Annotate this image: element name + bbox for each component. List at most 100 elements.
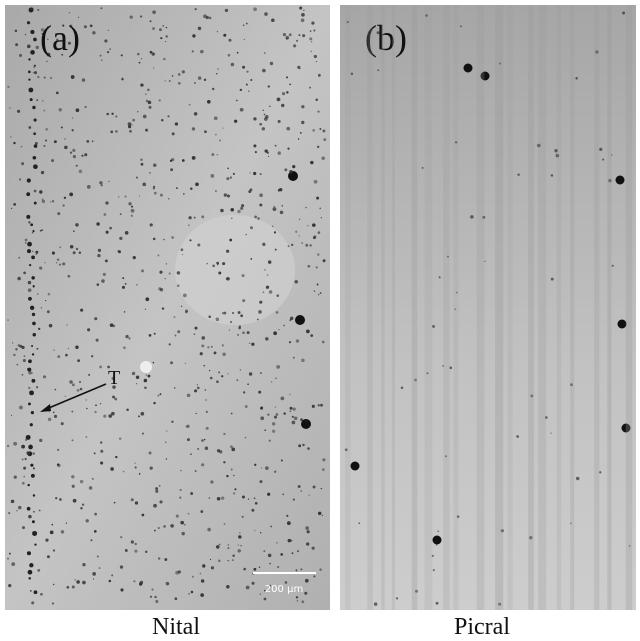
inclusion: [182, 293, 187, 298]
inclusion: [258, 390, 262, 394]
inclusion: [105, 201, 109, 205]
inclusion: [230, 208, 234, 212]
inclusion: [44, 139, 48, 142]
inclusion: [313, 290, 316, 292]
inclusion: [89, 24, 93, 28]
inclusion: [190, 453, 192, 456]
inclusion: [7, 319, 9, 321]
inclusion: [96, 555, 99, 558]
inclusion: [48, 323, 53, 328]
inclusion: [268, 584, 272, 587]
stringer: [32, 530, 38, 536]
inclusion: [251, 508, 255, 512]
inclusion: [145, 93, 147, 95]
inclusion: [32, 510, 35, 513]
inclusion: [106, 51, 110, 54]
inclusion: [51, 159, 54, 162]
inclusion: [160, 37, 163, 39]
inclusion: [250, 79, 253, 81]
inclusion: [249, 172, 251, 174]
inclusion: [239, 107, 244, 112]
inclusion: [29, 590, 32, 592]
stringer: [29, 305, 35, 311]
inclusion: [312, 223, 316, 227]
inclusion: [71, 585, 75, 589]
inclusion: [119, 236, 123, 241]
inclusion: [241, 495, 245, 499]
inclusion: [237, 209, 241, 214]
inclusion: [35, 250, 39, 254]
inclusion: [110, 467, 114, 471]
inclusion: [185, 311, 188, 314]
inclusion: [243, 38, 245, 41]
inclusion: [307, 225, 309, 227]
inclusion: [165, 35, 168, 38]
inclusion: [274, 406, 276, 408]
panel-picral: (b): [340, 5, 636, 610]
band: [607, 5, 612, 610]
inclusion: [66, 324, 68, 326]
inclusion: [28, 221, 31, 224]
inclusion: [171, 75, 174, 77]
inclusion: [237, 334, 239, 336]
inclusion: [248, 90, 250, 92]
stringer: [32, 229, 35, 233]
inclusion: [174, 597, 178, 601]
inclusion: [223, 193, 227, 197]
inclusion: [18, 256, 21, 259]
inclusion: [259, 300, 263, 304]
inclusion: [16, 509, 18, 512]
inclusion: [414, 378, 417, 382]
inclusion: [308, 425, 311, 428]
inclusion: [43, 76, 46, 79]
inclusion: [17, 344, 21, 347]
inclusion: [312, 485, 316, 489]
inclusion: [243, 567, 247, 571]
stringer: [30, 223, 34, 227]
inclusion: [346, 20, 349, 24]
inclusion: [322, 468, 325, 471]
inclusion: [140, 58, 143, 60]
inclusion: [191, 50, 194, 53]
inclusion: [122, 470, 125, 473]
inclusion: [101, 59, 103, 61]
inclusion: [302, 34, 306, 38]
inclusion: [317, 110, 320, 113]
inclusion: [175, 570, 179, 575]
inclusion: [93, 452, 96, 455]
inclusion: [149, 20, 152, 23]
inclusion: [20, 145, 23, 148]
inclusion: [236, 99, 238, 102]
inclusion: [140, 83, 144, 87]
inclusion: [53, 414, 58, 418]
inclusion: [133, 580, 136, 583]
inclusion: [131, 371, 136, 376]
inclusion: [310, 50, 313, 53]
inclusion: [43, 109, 46, 112]
inclusion: [319, 292, 322, 295]
inclusion: [194, 389, 198, 393]
inclusion: [23, 271, 26, 275]
inclusion: [187, 512, 190, 515]
inclusion: [8, 584, 12, 588]
inclusion: [131, 205, 134, 208]
inclusion: [249, 188, 252, 191]
inclusion: [137, 110, 139, 113]
inclusion: [263, 52, 266, 54]
inclusion: [262, 109, 264, 112]
inclusion: [100, 449, 104, 453]
inclusion: [296, 600, 299, 602]
inclusion: [99, 403, 102, 405]
inclusion: [470, 215, 474, 219]
inclusion: [226, 474, 229, 478]
inclusion: [47, 38, 49, 40]
inclusion: [148, 333, 152, 337]
inclusion: [226, 177, 230, 181]
inclusion: [176, 284, 180, 288]
inclusion: [51, 523, 54, 526]
inclusion: [500, 529, 504, 533]
inclusion: [49, 530, 54, 535]
stringer: [33, 590, 38, 595]
inclusion: [261, 127, 266, 131]
inclusion: [425, 14, 428, 17]
